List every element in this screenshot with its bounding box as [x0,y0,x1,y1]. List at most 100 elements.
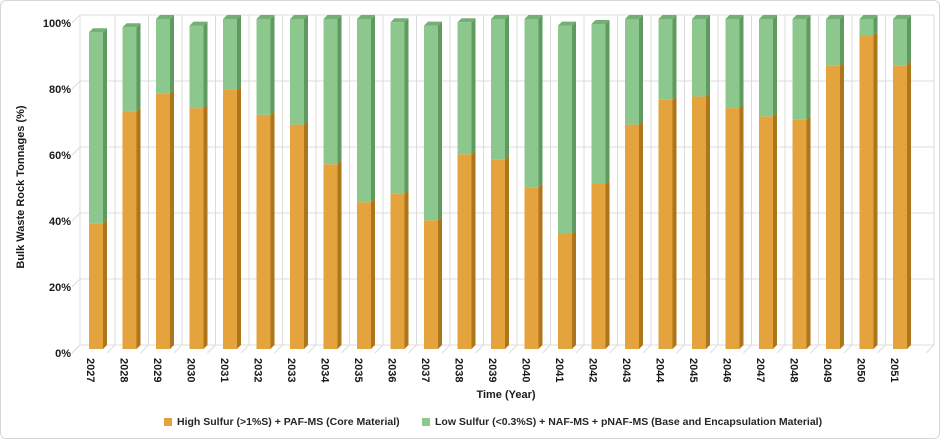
low-sulfur-side [170,15,174,94]
low-sulfur-segment [591,23,606,185]
high-sulfur-segment [89,223,103,349]
low-sulfur-top [625,15,643,19]
low-sulfur-side [136,23,141,112]
low-sulfur-top [826,15,844,19]
high-sulfur-side [605,180,610,349]
low-sulfur-side [639,15,643,125]
low-sulfur-side [840,15,844,66]
low-sulfur-side [572,21,576,234]
high-sulfur-segment [357,202,371,349]
low-sulfur-segment [457,22,472,155]
low-sulfur-side [907,15,911,66]
floor-tick [374,344,384,354]
legend: High Sulfur (>1%S) + PAF-MS (Core Materi… [1,413,939,431]
floor-tick [743,344,752,354]
y-tick-label: 60% [49,150,71,162]
low-sulfur-segment [558,25,572,234]
low-sulfur-top [859,15,878,19]
low-sulfur-top [457,18,476,23]
low-sulfur-top [759,15,777,19]
x-tick-label: 2033 [285,358,297,382]
x-tick-label: 2035 [352,358,364,382]
floor-tick [575,344,585,354]
high-sulfur-side [270,110,275,349]
low-sulfur-segment [424,25,438,221]
floor-tick [843,344,853,354]
floor-tick [542,344,551,354]
high-sulfur-side [739,104,744,349]
x-tick-label: 2041 [553,358,565,382]
x-tick-label: 2030 [185,358,197,382]
floor-tick [925,344,935,354]
low-sulfur-top [290,15,308,19]
low-sulfur-top [256,15,275,19]
high-sulfur-segment [323,164,338,349]
x-tick-label: 2049 [821,358,833,382]
floor-tick [709,344,719,354]
y-axis-tick [71,14,81,24]
x-tick-label: 2046 [721,358,733,382]
high-sulfur-side [337,160,342,349]
low-sulfur-top [591,19,610,24]
floor-tick [173,344,183,354]
low-sulfur-side [873,15,878,36]
low-sulfur-side [672,15,677,100]
high-sulfur-side [840,61,844,349]
low-sulfur-side [706,15,710,97]
high-sulfur-side [505,155,509,349]
high-sulfur-side [806,115,811,350]
y-axis-tick [71,80,81,90]
low-sulfur-segment [893,19,907,66]
y-axis-tick [71,278,81,288]
low-sulfur-side [203,21,208,109]
floor-tick [776,344,786,354]
y-tick-label: 20% [49,282,71,294]
high-sulfur-side [639,120,643,349]
floor-tick [240,344,250,354]
low-sulfur-side [270,15,275,115]
x-axis-title: Time (Year) [476,389,536,401]
x-tick-label: 2042 [587,358,599,382]
y-tick-label: 100% [43,18,71,30]
floor-tick [274,344,283,354]
high-sulfur-segment [424,220,438,349]
y-axis-title: Bulk Waste Rock Tonnages (%) [15,105,27,269]
x-tick-label: 2045 [687,358,699,382]
low-sulfur-segment [792,19,807,120]
low-sulfur-segment [256,19,271,115]
low-sulfur-segment [89,32,103,224]
high-sulfur-side [672,95,677,349]
high-sulfur-segment [189,108,204,349]
low-sulfur-top [189,21,208,26]
high-sulfur-segment [792,119,807,350]
high-sulfur-segment [256,114,271,349]
low-sulfur-segment [323,19,338,165]
low-sulfur-side [103,28,107,224]
low-sulfur-segment [658,19,673,100]
floor-tick [441,344,451,354]
legend-item-low-sulfur: Low Sulfur (<0.3%S) + NAF-MS + pNAF-MS (… [422,415,822,429]
high-sulfur-segment [457,154,472,349]
low-sulfur-segment [290,19,304,125]
high-sulfur-segment [290,124,304,349]
low-sulfur-segment [189,25,204,109]
x-tick-label: 2032 [252,358,264,382]
floor-tick [106,344,116,354]
low-sulfur-segment [625,19,639,125]
low-sulfur-segment [156,19,170,94]
high-sulfur-segment [156,93,170,349]
floor-tick [207,344,216,354]
low-sulfur-side [538,15,543,188]
high-sulfur-side [538,183,543,349]
x-tick-label: 2028 [118,358,130,382]
x-tick-label: 2051 [888,358,900,382]
floor-tick [140,344,149,354]
low-sulfur-segment [122,27,137,112]
high-sulfur-segment [692,96,706,349]
low-sulfur-segment [859,19,874,36]
low-sulfur-top [223,15,241,19]
low-sulfur-top [390,18,409,23]
high-sulfur-segment [859,35,874,349]
floor-tick [810,344,819,354]
